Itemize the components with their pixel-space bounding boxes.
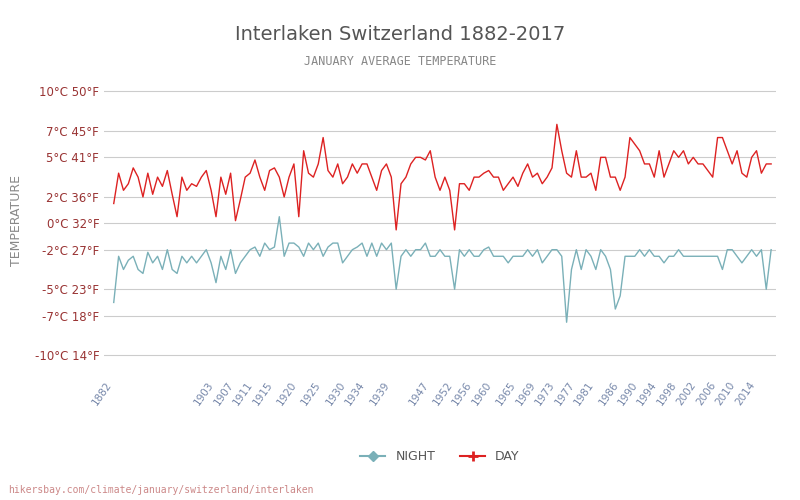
Y-axis label: TEMPERATURE: TEMPERATURE <box>10 174 23 266</box>
Text: JANUARY AVERAGE TEMPERATURE: JANUARY AVERAGE TEMPERATURE <box>304 55 496 68</box>
Text: Interlaken Switzerland 1882-2017: Interlaken Switzerland 1882-2017 <box>235 25 565 44</box>
Legend: NIGHT, DAY: NIGHT, DAY <box>355 445 525 468</box>
Text: hikersbay.com/climate/january/switzerland/interlaken: hikersbay.com/climate/january/switzerlan… <box>8 485 314 495</box>
